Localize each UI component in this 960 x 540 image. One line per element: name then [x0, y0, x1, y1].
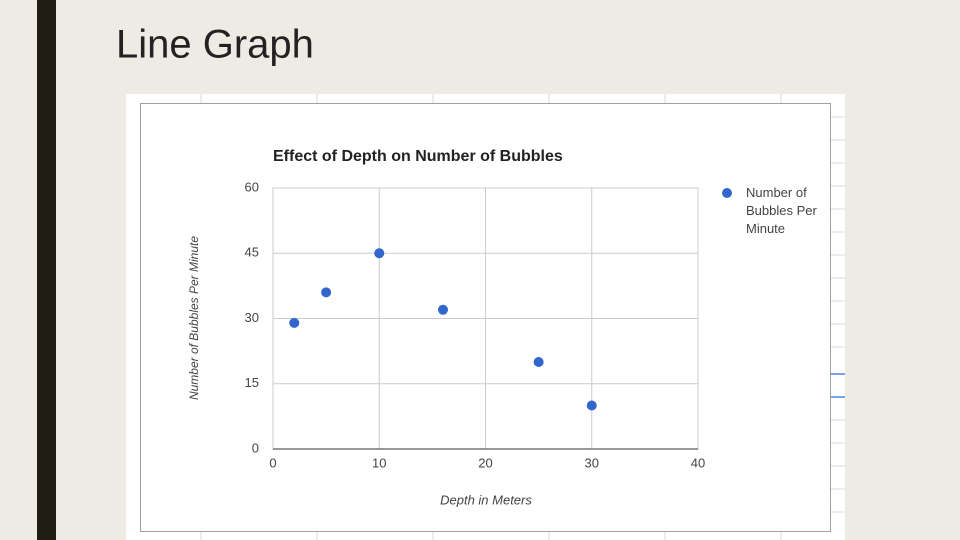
- legend-marker: [722, 188, 732, 198]
- point: [533, 357, 544, 367]
- x-tick-label: 0: [269, 455, 276, 470]
- side-bar: [37, 0, 56, 540]
- x-tick-label: 10: [372, 455, 386, 470]
- point: [374, 248, 385, 259]
- slide-title: Line Graph: [116, 23, 314, 67]
- y-axis-title: Number of Bubbles Per Minute: [187, 236, 201, 400]
- point: [438, 304, 448, 315]
- point: [289, 317, 300, 328]
- x-tick-label: 40: [691, 455, 705, 470]
- point: [321, 287, 332, 298]
- x-axis-title: Depth in Meters: [440, 492, 532, 507]
- x-tick-label: 20: [478, 455, 492, 470]
- y-tick-label: 45: [245, 245, 259, 260]
- chart-title: Effect of Depth on Number of Bubbles: [273, 148, 563, 165]
- point: [586, 400, 597, 411]
- legend-label: Number of Bubbles Per Minute: [746, 185, 817, 236]
- y-tick-label: 60: [245, 179, 259, 194]
- y-tick-label: 30: [245, 310, 259, 325]
- y-tick-label: 0: [252, 440, 259, 455]
- x-tick-label: 30: [585, 455, 599, 470]
- y-tick-label: 15: [245, 375, 259, 390]
